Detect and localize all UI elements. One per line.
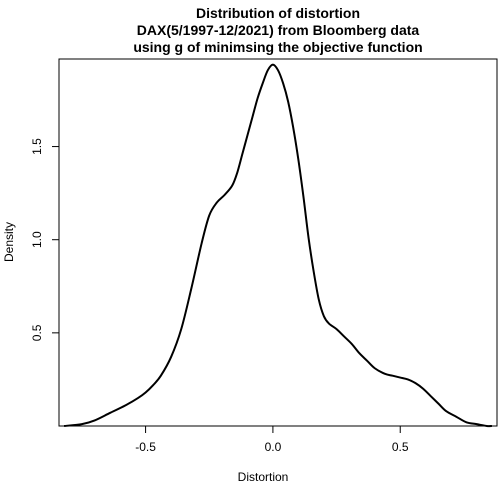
x-axis: -0.5 0.0 0.5 xyxy=(135,426,409,454)
chart-title-line-1: Distribution of distortion xyxy=(196,5,360,21)
x-tick-label: 0.5 xyxy=(392,440,409,454)
chart-title-line-3: using g of minimsing the objective funct… xyxy=(133,39,422,55)
y-axis-label: Density xyxy=(2,222,16,262)
x-tick-label: -0.5 xyxy=(135,440,156,454)
plot-frame xyxy=(59,59,497,426)
x-axis-label: Distortion xyxy=(238,470,289,484)
x-tick-label: 0.0 xyxy=(265,440,282,454)
y-tick-label: 1.0 xyxy=(30,231,44,248)
chart-title-line-2: DAX(5/1997-12/2021) from Bloomberg data xyxy=(137,22,420,38)
y-axis: 0.5 1.0 1.5 xyxy=(30,138,59,341)
y-tick-label: 0.5 xyxy=(30,324,44,341)
y-tick-label: 1.5 xyxy=(30,138,44,155)
density-curve xyxy=(64,65,492,427)
